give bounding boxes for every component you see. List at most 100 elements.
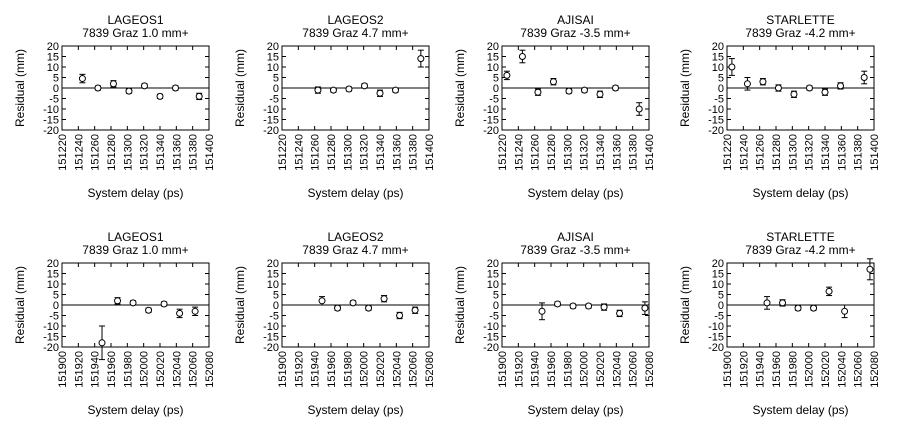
y-tick-label: 0 [718, 83, 724, 95]
x-tick-label: 151960 [326, 351, 338, 388]
y-tick-label: -10 [263, 104, 279, 116]
x-tick-label: 151360 [171, 134, 183, 171]
data-point [821, 88, 829, 96]
y-tick-label: 10 [487, 279, 499, 291]
y-tick-label: 10 [487, 62, 499, 74]
x-axis-label: System delay (ps) [527, 403, 623, 417]
data-point [580, 86, 588, 94]
chart-subtitle: 7839 Graz 1.0 mm+ [82, 243, 188, 257]
y-tick-label: 5 [718, 73, 724, 85]
chart-title: AJISAI [557, 230, 594, 244]
data-point [585, 302, 593, 310]
x-tick-label: 151940 [310, 351, 322, 388]
data-point [349, 299, 357, 307]
x-tick-label: 152060 [408, 351, 420, 388]
y-tick-label: 15 [487, 269, 499, 281]
data-point [380, 295, 388, 303]
data-point [334, 304, 342, 312]
x-tick-label: 151400 [869, 134, 881, 171]
y-tick-label: -5 [269, 311, 279, 323]
y-tick-label: -10 [483, 104, 499, 116]
x-tick-label: 151920 [513, 351, 525, 388]
chart-subtitle: 7839 Graz 4.7 mm+ [302, 243, 408, 257]
y-tick-label: -20 [43, 342, 59, 354]
data-point [616, 309, 624, 317]
y-tick-label: -20 [708, 342, 724, 354]
y-tick-label: 10 [47, 279, 59, 291]
data-point [763, 299, 771, 307]
x-tick-label: 152000 [579, 351, 591, 388]
data-point [145, 306, 153, 314]
data-point [114, 297, 122, 305]
x-tick-label: 151280 [106, 134, 118, 171]
data-point [172, 84, 180, 92]
data-point [195, 92, 203, 100]
x-tick-label: 151340 [375, 134, 387, 171]
chart-title: LAGEOS1 [107, 230, 163, 244]
y-tick-label: 10 [712, 62, 724, 74]
x-tick-label: 152060 [628, 351, 640, 388]
x-tick-label: 151260 [90, 134, 102, 171]
x-tick-label: 152080 [204, 351, 216, 388]
x-tick-label: 152040 [391, 351, 403, 388]
y-tick-label: 5 [493, 73, 499, 85]
x-tick-label: 152080 [424, 351, 436, 388]
data-point [641, 304, 649, 312]
y-tick-label: 0 [273, 300, 279, 312]
x-tick-label: 151280 [771, 134, 783, 171]
x-tick-label: 151320 [579, 134, 591, 171]
y-tick-label: 10 [267, 62, 279, 74]
data-point [376, 89, 384, 97]
y-axis-label: Residual (mm) [678, 49, 692, 127]
x-tick-label: 151980 [787, 351, 799, 388]
x-tick-label: 151220 [277, 134, 289, 171]
x-tick-label: 151360 [836, 134, 848, 171]
y-tick-label: -5 [49, 94, 59, 106]
y-tick-label: 20 [487, 258, 499, 270]
y-axis-label: Residual (mm) [13, 49, 27, 127]
x-axis-label: System delay (ps) [307, 403, 403, 417]
x-tick-label: 151360 [611, 134, 623, 171]
y-tick-label: -15 [708, 115, 724, 127]
y-tick-label: -5 [489, 94, 499, 106]
y-tick-label: 20 [487, 41, 499, 53]
y-tick-label: 5 [273, 73, 279, 85]
x-tick-label: 151300 [787, 134, 799, 171]
data-point [565, 87, 573, 95]
x-tick-label: 152020 [375, 351, 387, 388]
y-tick-label: -5 [714, 311, 724, 323]
y-tick-label: 0 [273, 83, 279, 95]
y-tick-label: 10 [712, 279, 724, 291]
data-point [794, 304, 802, 312]
x-tick-label: 151320 [359, 134, 371, 171]
data-point [191, 307, 199, 315]
data-point [866, 265, 874, 273]
data-point [140, 82, 148, 90]
x-tick-label: 152040 [171, 351, 183, 388]
data-point [728, 63, 736, 71]
x-tick-label: 151920 [738, 351, 750, 388]
y-axis-label: Residual (mm) [233, 266, 247, 344]
x-tick-label: 151960 [771, 351, 783, 388]
x-tick-label: 151900 [722, 351, 734, 388]
x-tick-label: 151960 [546, 351, 558, 388]
x-tick-label: 151220 [497, 134, 509, 171]
y-tick-label: -20 [483, 342, 499, 354]
y-tick-label: 0 [493, 300, 499, 312]
data-point [600, 303, 608, 311]
y-tick-label: -15 [483, 115, 499, 127]
chart-subtitle: 7839 Graz 1.0 mm+ [82, 26, 188, 40]
x-tick-label: 151300 [342, 134, 354, 171]
data-point [805, 84, 813, 92]
data-point [125, 87, 133, 95]
y-tick-label: -15 [43, 332, 59, 344]
data-point [635, 105, 643, 113]
x-tick-label: 151240 [513, 134, 525, 171]
x-tick-label: 152000 [804, 351, 816, 388]
x-tick-label: 151280 [326, 134, 338, 171]
y-tick-label: -20 [43, 125, 59, 137]
